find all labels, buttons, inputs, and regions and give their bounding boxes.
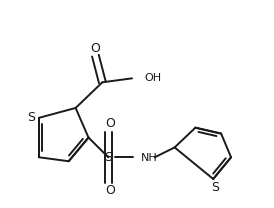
Text: S: S [104,151,112,164]
Text: S: S [211,181,219,194]
Text: S: S [27,111,35,124]
Text: O: O [105,117,115,130]
Text: O: O [90,42,100,55]
Text: NH: NH [141,153,158,163]
Text: OH: OH [144,73,161,83]
Text: O: O [105,184,115,197]
